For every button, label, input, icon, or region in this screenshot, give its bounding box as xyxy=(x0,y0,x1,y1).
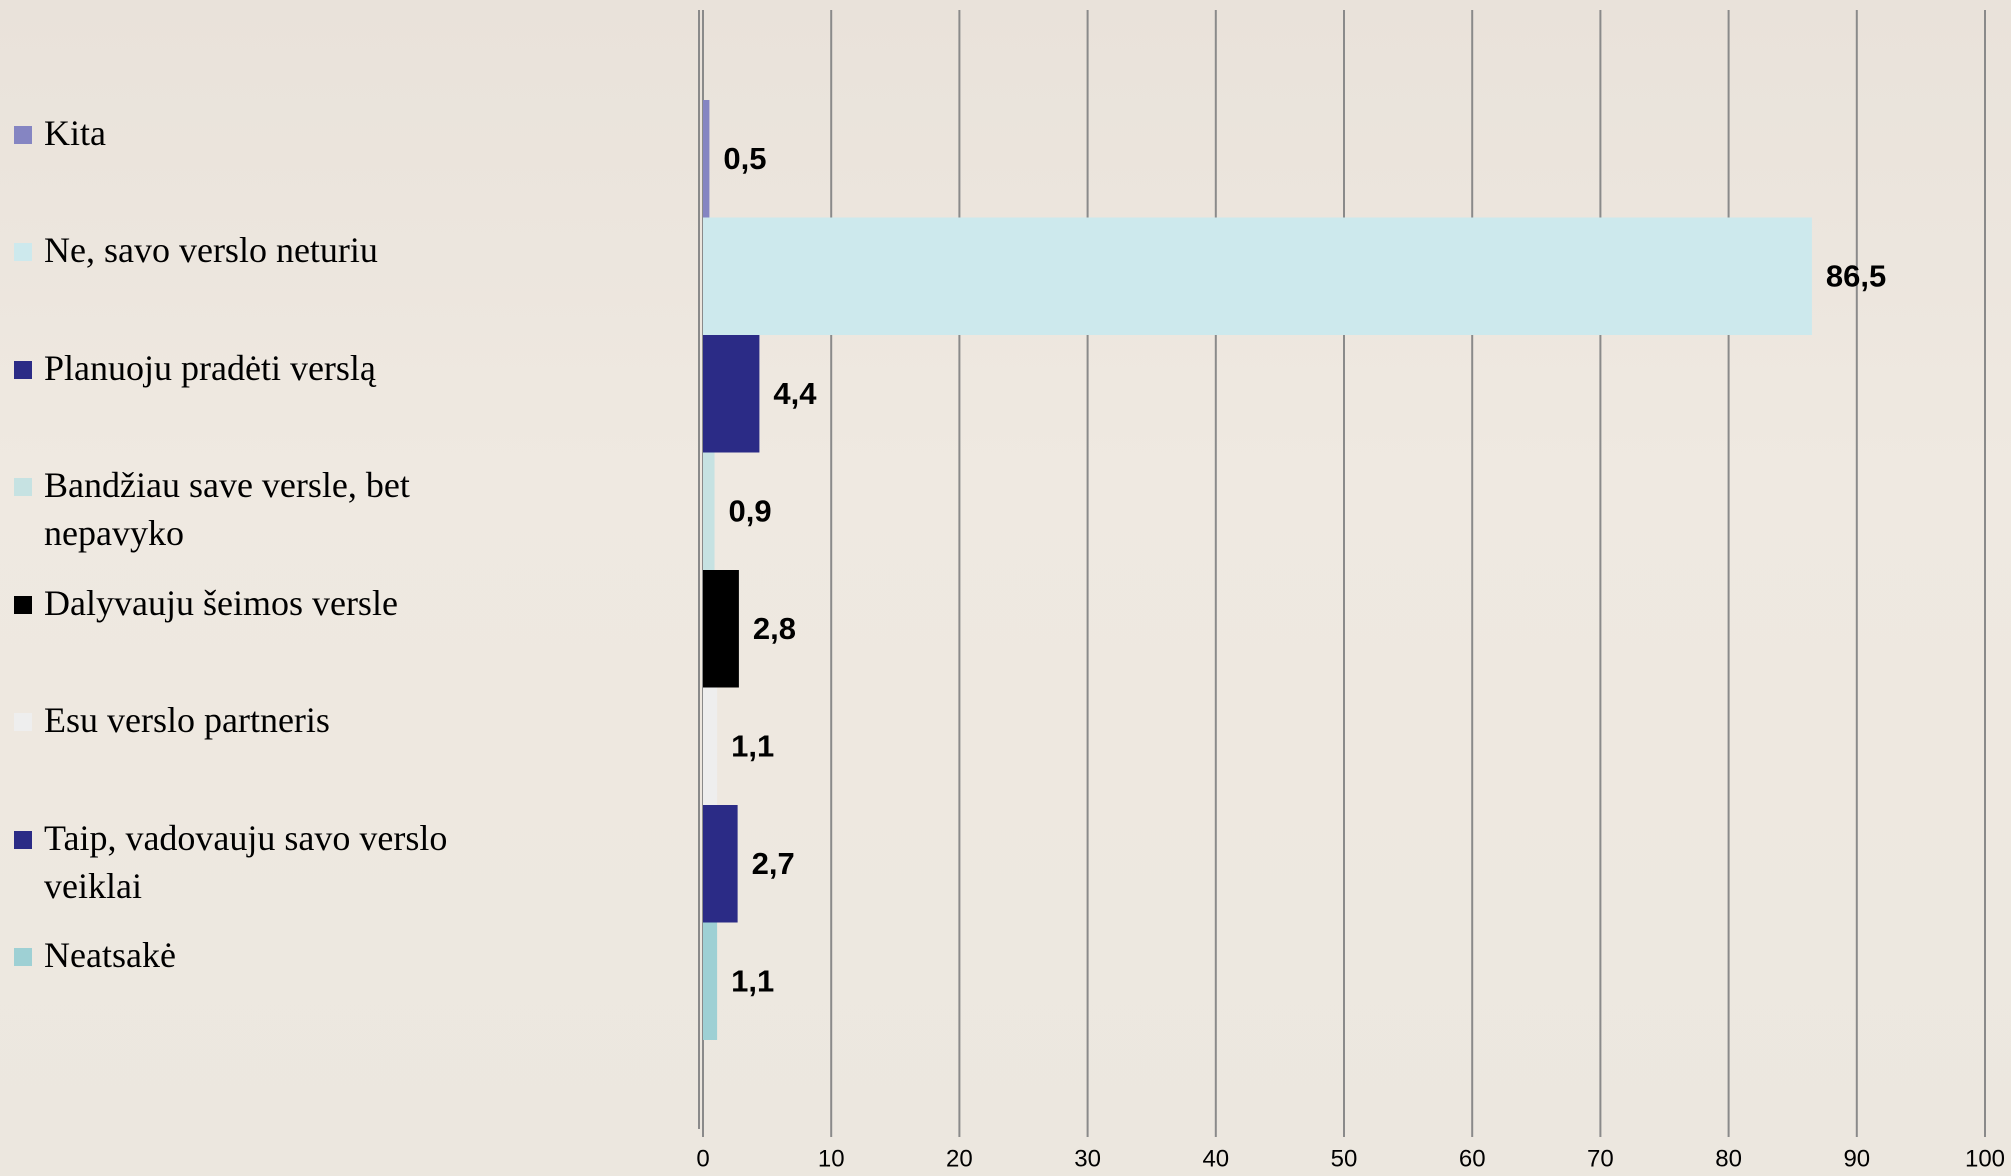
value-label: 2,8 xyxy=(753,611,796,646)
x-tick-label: 60 xyxy=(1459,1145,1486,1172)
legend-label: Kita xyxy=(44,112,106,153)
legend-swatch xyxy=(14,595,32,614)
bar xyxy=(703,217,1812,335)
x-tick-label: 80 xyxy=(1715,1145,1742,1172)
legend-swatch xyxy=(14,830,32,849)
value-label: 4,4 xyxy=(773,376,817,411)
bar xyxy=(703,452,715,570)
x-tick-label: 70 xyxy=(1587,1145,1614,1172)
x-tick-label: 100 xyxy=(1965,1145,2005,1172)
x-tick-label: 90 xyxy=(1843,1145,1870,1172)
value-label: 0,9 xyxy=(729,493,772,528)
legend-entry: Taip, vadovauju savo verslo veiklai xyxy=(14,814,464,910)
value-label: 0,5 xyxy=(723,141,766,176)
legend-label: Taip, vadovauju savo verslo veiklai xyxy=(44,817,448,906)
value-label: 86,5 xyxy=(1826,258,1886,293)
value-label: 2,7 xyxy=(752,846,795,881)
bar xyxy=(703,805,738,923)
legend-swatch xyxy=(14,360,32,379)
legend-entry: Kita xyxy=(14,109,106,157)
legend-label: Planuoju pradėti verslą xyxy=(44,347,376,388)
bar xyxy=(703,570,739,688)
legend-label: Bandžiau save versle, bet nepavyko xyxy=(44,465,410,554)
x-tick-label: 30 xyxy=(1074,1145,1101,1172)
bar xyxy=(703,687,718,805)
bar xyxy=(703,100,710,218)
legend-entry: Neatsakė xyxy=(14,931,176,979)
legend-swatch xyxy=(14,948,32,967)
x-tick-label: 0 xyxy=(696,1145,709,1172)
legend-entry: Esu verslo partneris xyxy=(14,696,330,744)
x-tick-label: 40 xyxy=(1202,1145,1229,1172)
legend-label: Neatsakė xyxy=(44,935,176,976)
x-tick-label: 50 xyxy=(1331,1145,1358,1172)
bar xyxy=(703,922,718,1040)
legend-entry: Ne, savo verslo neturiu xyxy=(14,226,378,274)
legend-swatch xyxy=(14,125,32,144)
bar xyxy=(703,335,760,453)
legend-swatch xyxy=(14,713,32,732)
legend-swatch xyxy=(14,478,32,497)
x-tick-label: 10 xyxy=(818,1145,845,1172)
value-label: 1,1 xyxy=(731,963,774,998)
legend-entry: Bandžiau save versle, bet nepavyko xyxy=(14,461,464,557)
legend-label: Esu verslo partneris xyxy=(44,700,330,741)
legend-swatch xyxy=(14,243,32,262)
value-label: 1,1 xyxy=(731,728,774,763)
legend-entry: Dalyvauju šeimos versle xyxy=(14,579,398,627)
legend-entry: Planuoju pradėti verslą xyxy=(14,344,376,392)
x-tick-label: 20 xyxy=(946,1145,973,1172)
legend-label: Ne, savo verslo neturiu xyxy=(44,230,378,271)
legend-label: Dalyvauju šeimos versle xyxy=(44,582,398,623)
